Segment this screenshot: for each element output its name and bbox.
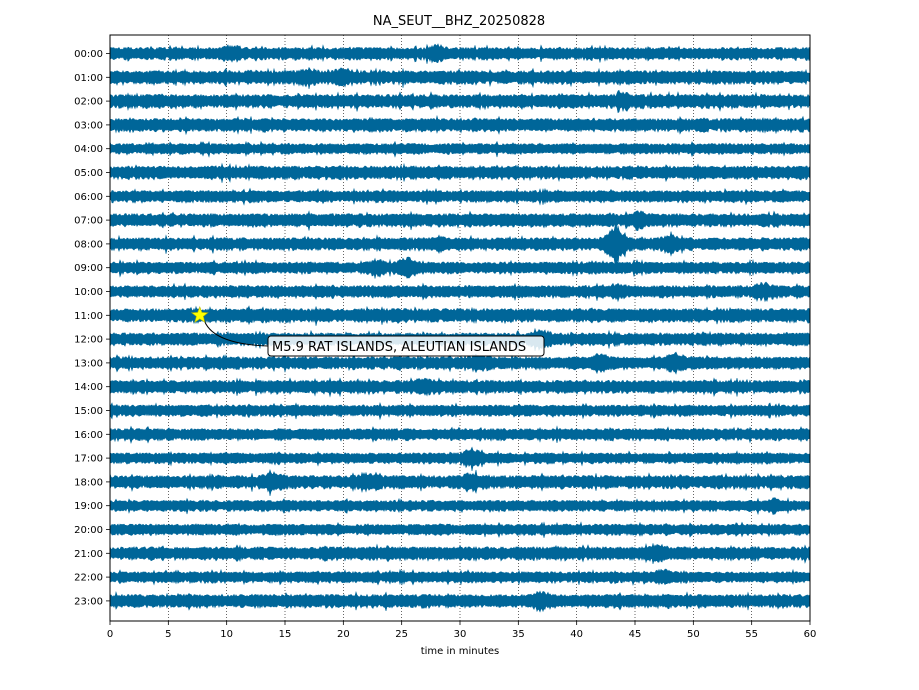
x-axis-label: time in minutes <box>421 646 500 657</box>
event-label-box <box>267 335 545 357</box>
y-tick-label: 18:00 <box>74 477 103 488</box>
x-tick-label: 20 <box>337 629 350 640</box>
y-tick-label: 07:00 <box>74 216 103 227</box>
annotation-arrow <box>203 319 269 347</box>
y-tick-label: 13:00 <box>74 358 103 369</box>
y-axis-ticks: 00:00 01:00 02:00 03:00 04:00 05:00 06:00 07:00… <box>74 49 110 607</box>
y-tick-label: 22:00 <box>74 573 103 584</box>
y-tick-label: 06:00 <box>74 192 103 203</box>
x-tick-label: 50 <box>687 629 700 640</box>
x-tick-label: 0 <box>107 629 113 640</box>
y-tick-label: 05:00 <box>74 168 103 179</box>
event-annotation: M5.9 RAT ISLANDS, ALEUTIAN ISLANDS <box>190 305 545 357</box>
x-tick-label: 40 <box>570 629 583 640</box>
trace-0000 <box>109 43 811 64</box>
y-tick-label: 16:00 <box>74 430 103 441</box>
y-tick-label: 20:00 <box>74 525 103 536</box>
y-tick-label: 21:00 <box>74 549 103 560</box>
y-tick-label: 03:00 <box>74 120 103 131</box>
trace-0200 <box>109 89 811 114</box>
y-tick-label: 02:00 <box>74 97 103 108</box>
event-star-marker <box>190 305 209 323</box>
y-tick-label: 17:00 <box>74 454 103 465</box>
x-tick-label: 10 <box>220 629 233 640</box>
x-tick-label: 25 <box>395 629 408 640</box>
y-tick-label: 00:00 <box>74 49 103 60</box>
x-tick-label: 55 <box>745 629 758 640</box>
y-tick-label: 09:00 <box>74 263 103 274</box>
trace-0600 <box>109 187 811 206</box>
seismic-traces <box>109 43 811 613</box>
y-tick-label: 01:00 <box>74 73 103 84</box>
y-tick-label: 12:00 <box>74 335 103 346</box>
trace-2200 <box>109 568 811 586</box>
trace-0100 <box>109 66 811 89</box>
y-tick-label: 23:00 <box>74 596 103 607</box>
y-tick-label: 14:00 <box>74 382 103 393</box>
chart-title: NA_SEUT__BHZ_20250828 <box>373 14 545 29</box>
y-tick-label: 15:00 <box>74 406 103 417</box>
event-label: M5.9 RAT ISLANDS, ALEUTIAN ISLANDS <box>272 340 526 355</box>
y-tick-label: 08:00 <box>74 239 103 250</box>
x-tick-label: 35 <box>512 629 525 640</box>
x-tick-label: 60 <box>804 629 817 640</box>
y-tick-label: 04:00 <box>74 144 103 155</box>
x-tick-label: 15 <box>279 629 292 640</box>
y-tick-label: 19:00 <box>74 501 103 512</box>
y-tick-label: 10:00 <box>74 287 103 298</box>
x-tick-label: 5 <box>165 629 171 640</box>
x-tick-label: 30 <box>454 629 467 640</box>
trace-1100 <box>109 305 811 326</box>
y-tick-label: 11:00 <box>74 311 103 322</box>
trace-0400 <box>109 140 811 158</box>
x-tick-label: 45 <box>629 629 642 640</box>
x-axis-ticks: 0 5 10 15 20 25 30 35 40 45 50 55 60 <box>107 621 817 640</box>
